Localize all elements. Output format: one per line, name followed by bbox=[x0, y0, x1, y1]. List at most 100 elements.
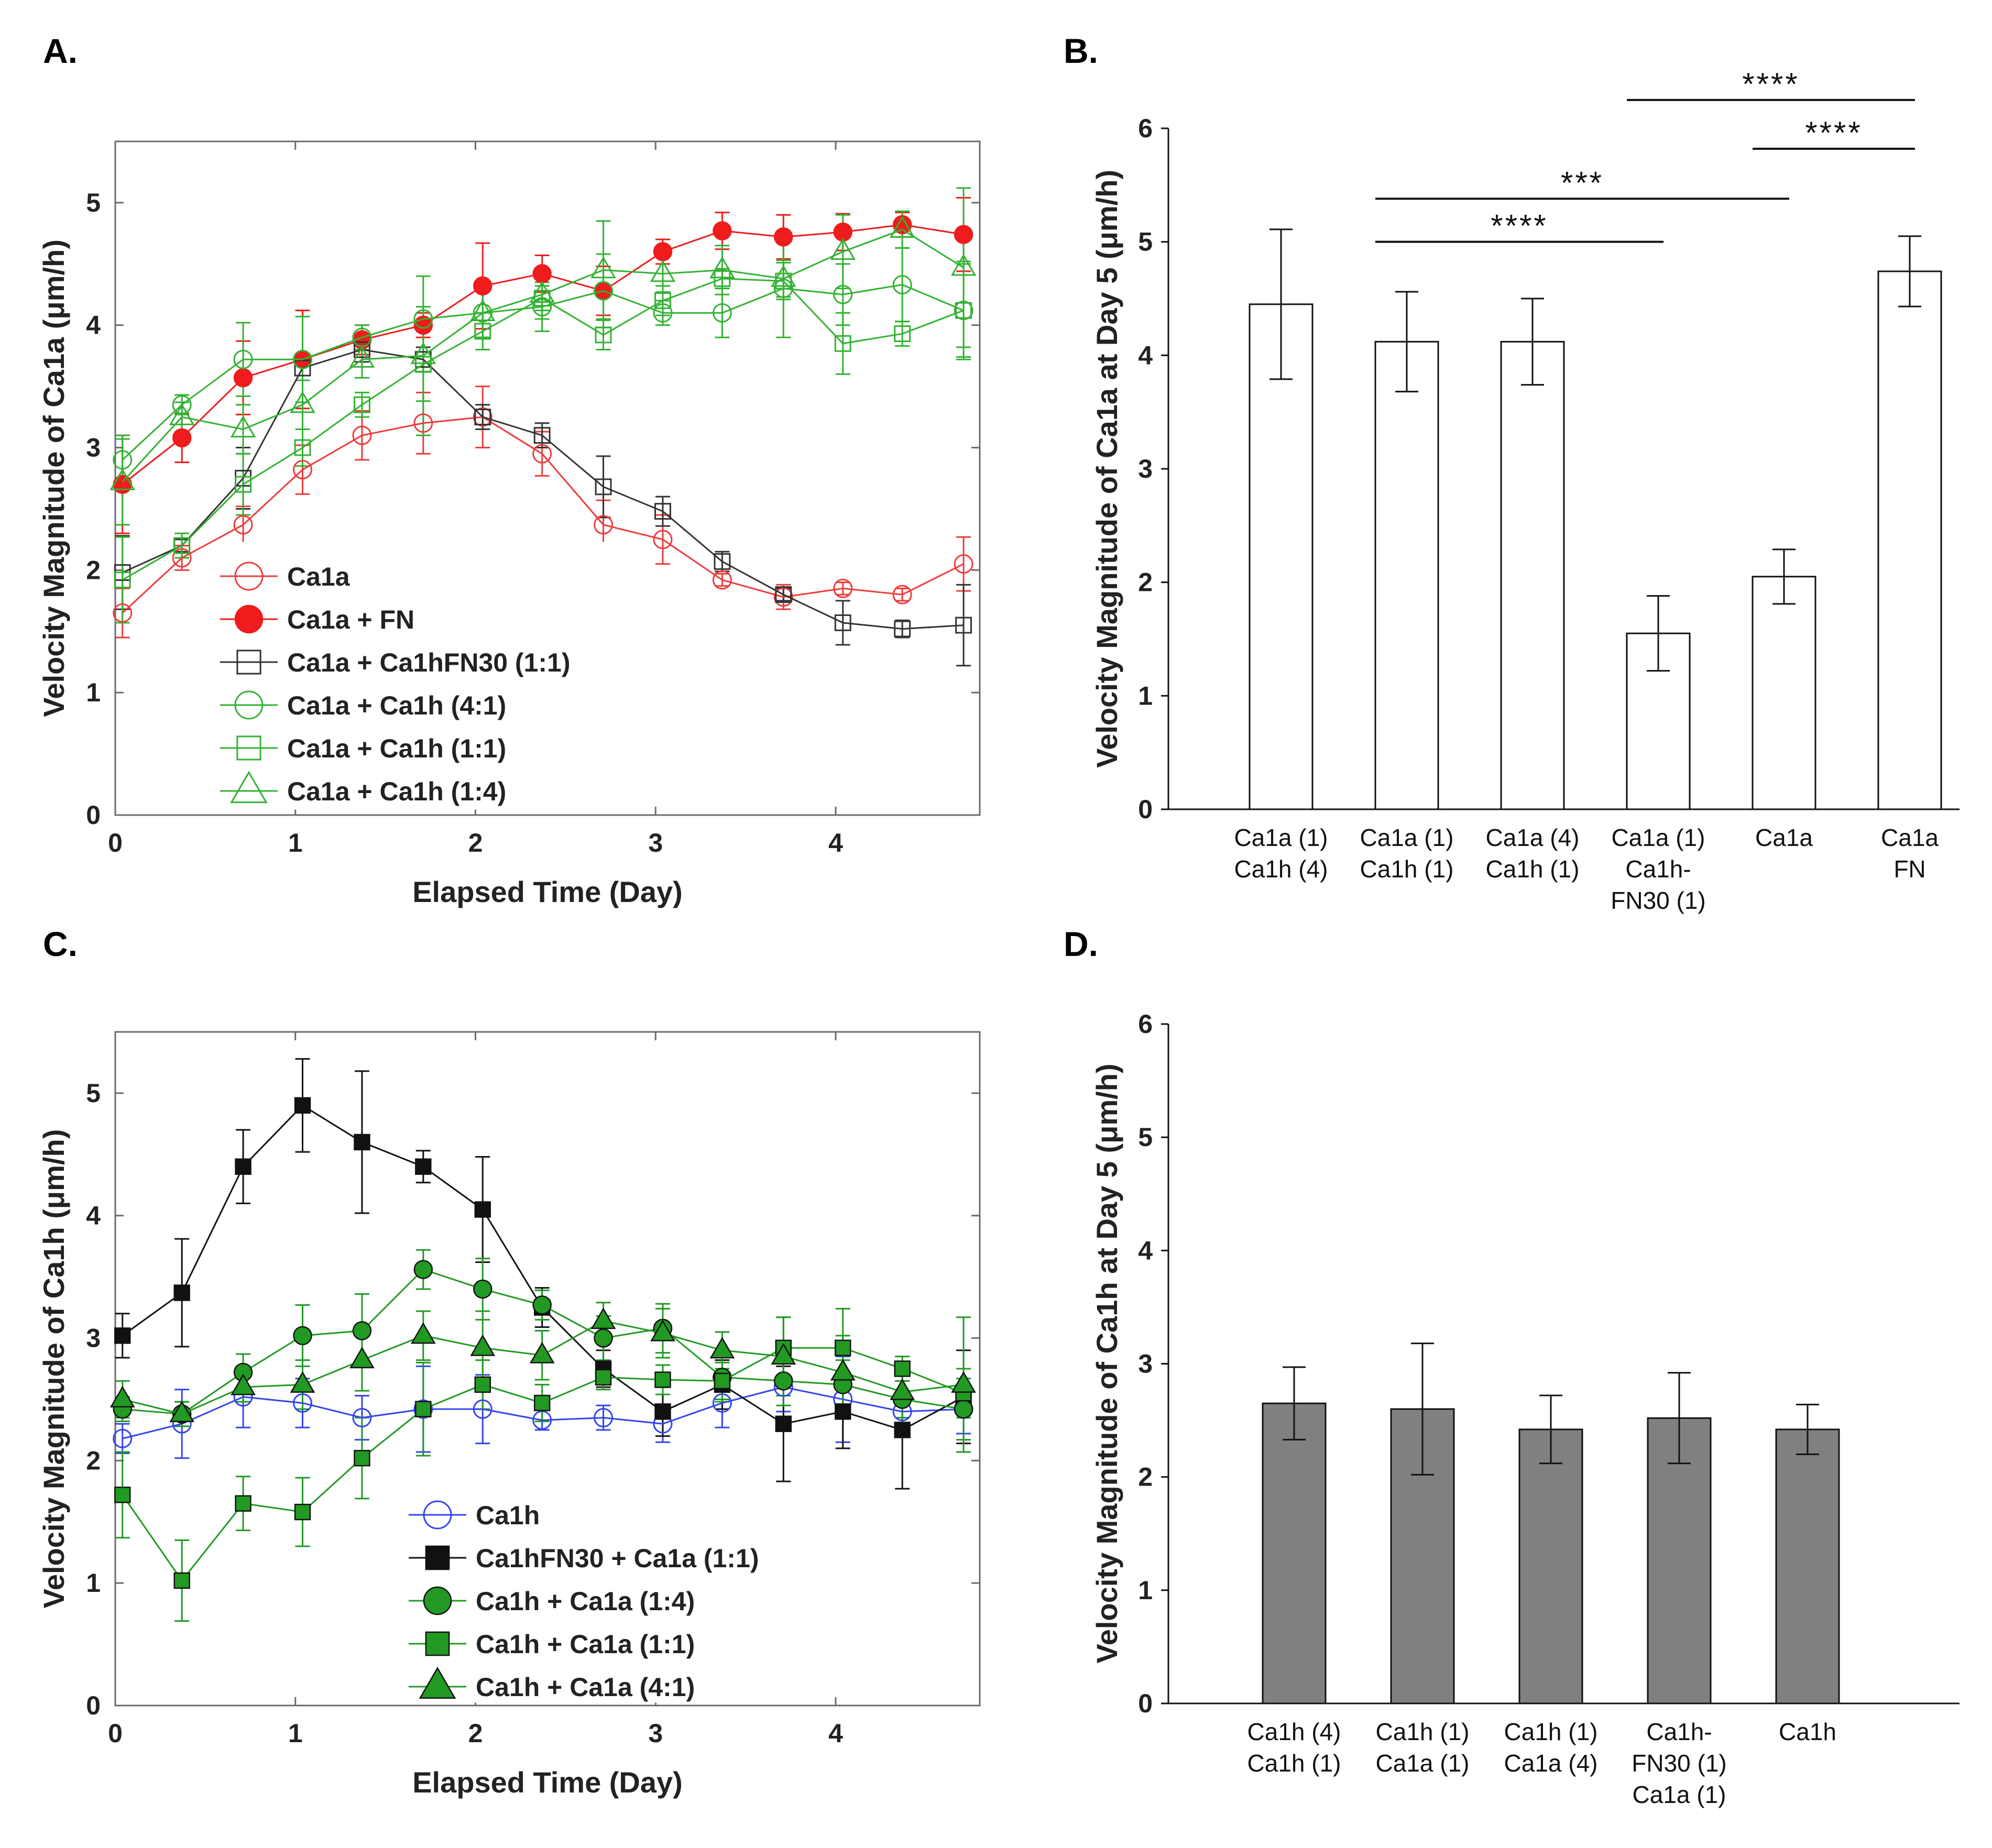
category-label: Ca1h (4) bbox=[1234, 855, 1328, 883]
data-point bbox=[474, 409, 491, 426]
data-point bbox=[474, 1201, 491, 1218]
category-label: Ca1h- bbox=[1646, 1718, 1712, 1745]
x-tick-label: 2 bbox=[468, 1719, 483, 1748]
data-point bbox=[293, 460, 312, 480]
panel-a-line-chart: A. 0 1 2 3 4 0 1 2 3 4 5 Elapsed Time (Day) Veloci… bbox=[37, 31, 981, 908]
series-ca1a-ca1h-1-4- bbox=[110, 216, 977, 490]
data-point bbox=[954, 301, 973, 321]
category-label: FN30 (1) bbox=[1632, 1750, 1726, 1777]
panel-a-series bbox=[110, 215, 977, 637]
data-point bbox=[709, 256, 735, 279]
data-point bbox=[473, 1279, 492, 1299]
bar bbox=[1500, 340, 1565, 810]
data-point bbox=[230, 415, 256, 438]
data-point bbox=[235, 1158, 251, 1175]
data-point bbox=[290, 1371, 315, 1393]
bar-group bbox=[1390, 1343, 1455, 1704]
data-point bbox=[714, 270, 731, 287]
data-point bbox=[773, 279, 793, 299]
legend-label: Ca1h + Ca1a (1:1) bbox=[476, 1630, 695, 1659]
legend-label: Ca1a + FN bbox=[287, 605, 414, 634]
category-label: Ca1a (4) bbox=[1504, 1750, 1598, 1777]
panel-c-axes: 0 1 2 3 4 0 1 2 3 4 5 bbox=[86, 1032, 980, 1748]
data-point bbox=[712, 570, 732, 590]
data-point bbox=[233, 515, 253, 535]
bar-group bbox=[1626, 595, 1691, 810]
y-tick-label: 4 bbox=[1138, 1236, 1153, 1265]
category-label: Ca1h (1) bbox=[1486, 855, 1580, 883]
category-label: Ca1h (4) bbox=[1247, 1718, 1341, 1745]
category-label: Ca1h (1) bbox=[1247, 1750, 1341, 1777]
panel-c-series bbox=[110, 1097, 976, 1589]
data-point bbox=[954, 225, 973, 244]
legend-item: Ca1a + Ca1hFN30 (1:1) bbox=[220, 648, 571, 677]
series-line bbox=[122, 228, 964, 483]
data-point bbox=[172, 428, 192, 448]
legend-marker bbox=[419, 1667, 456, 1699]
data-point bbox=[474, 323, 491, 340]
data-point bbox=[594, 515, 614, 535]
y-tick-label: 0 bbox=[86, 800, 101, 830]
panel-b-significance: *************** bbox=[1375, 67, 1915, 244]
bar-group bbox=[1752, 548, 1816, 810]
data-point bbox=[169, 403, 195, 425]
data-point bbox=[352, 1321, 372, 1340]
data-point bbox=[113, 603, 133, 623]
data-point bbox=[233, 349, 253, 369]
data-point bbox=[294, 1503, 311, 1521]
category-label: Ca1h- bbox=[1625, 855, 1691, 883]
category-label: Ca1a (1) bbox=[1633, 1781, 1726, 1808]
data-point bbox=[590, 1307, 616, 1329]
data-point bbox=[114, 571, 131, 589]
bar bbox=[1775, 1428, 1840, 1704]
data-point bbox=[354, 1134, 370, 1151]
bar-group bbox=[1262, 1366, 1327, 1704]
series-ca1a bbox=[113, 407, 973, 623]
data-point bbox=[594, 1408, 614, 1428]
x-tick-label: 2 bbox=[468, 828, 483, 857]
data-point bbox=[474, 1376, 491, 1393]
data-point bbox=[110, 468, 136, 490]
data-point bbox=[110, 1385, 135, 1407]
category-label: Ca1a bbox=[1755, 824, 1813, 851]
legend-label: Ca1a + Ca1h (1:1) bbox=[287, 734, 506, 763]
y-tick-label: 5 bbox=[86, 1079, 101, 1108]
data-point bbox=[714, 553, 731, 570]
x-tick-label: 3 bbox=[648, 828, 663, 857]
legend-label: Ca1h + Ca1a (4:1) bbox=[476, 1673, 695, 1702]
y-tick-label: 0 bbox=[1138, 1689, 1153, 1718]
data-point bbox=[771, 1343, 796, 1365]
legend-item: Ca1h bbox=[409, 1500, 540, 1530]
panel-b-letter: B. bbox=[1064, 31, 1098, 70]
y-tick-label: 3 bbox=[86, 433, 101, 463]
data-point bbox=[352, 425, 372, 445]
y-tick-label: 4 bbox=[86, 1201, 101, 1230]
data-point bbox=[410, 1322, 436, 1344]
data-point bbox=[950, 254, 977, 276]
data-point bbox=[353, 341, 370, 358]
data-point bbox=[173, 1572, 190, 1589]
data-point bbox=[833, 284, 853, 304]
x-tick-label: 3 bbox=[648, 1719, 663, 1748]
bar-group bbox=[1500, 298, 1565, 810]
y-tick-label: 5 bbox=[1138, 227, 1153, 257]
series-line bbox=[122, 348, 964, 630]
data-point bbox=[653, 303, 673, 323]
category-label: Ca1a (4) bbox=[1486, 824, 1580, 851]
category-label: Ca1a (1) bbox=[1234, 824, 1328, 851]
panel-c-y-axis-label: Velocity Magnitude of Ca1h (μm/h) bbox=[37, 1129, 70, 1609]
data-point bbox=[773, 587, 793, 607]
legend-marker bbox=[425, 1631, 450, 1656]
y-tick-label: 5 bbox=[86, 188, 101, 217]
data-point bbox=[775, 1415, 792, 1432]
x-tick-label: 0 bbox=[108, 1719, 123, 1748]
panel-a-y-axis-label: Velocity Magnitude of Ca1a (μm/h) bbox=[37, 239, 70, 717]
panel-c-line-chart: C. 0 1 2 3 4 0 1 2 3 4 5 Elapsed Time (Day) Veloci… bbox=[37, 925, 981, 1799]
data-point bbox=[533, 1394, 551, 1412]
data-point bbox=[413, 1399, 433, 1419]
data-point bbox=[834, 614, 851, 631]
bar bbox=[1752, 576, 1816, 810]
data-point bbox=[775, 586, 792, 603]
data-point bbox=[172, 395, 192, 415]
panel-a-x-axis-label: Elapsed Time (Day) bbox=[412, 875, 683, 908]
